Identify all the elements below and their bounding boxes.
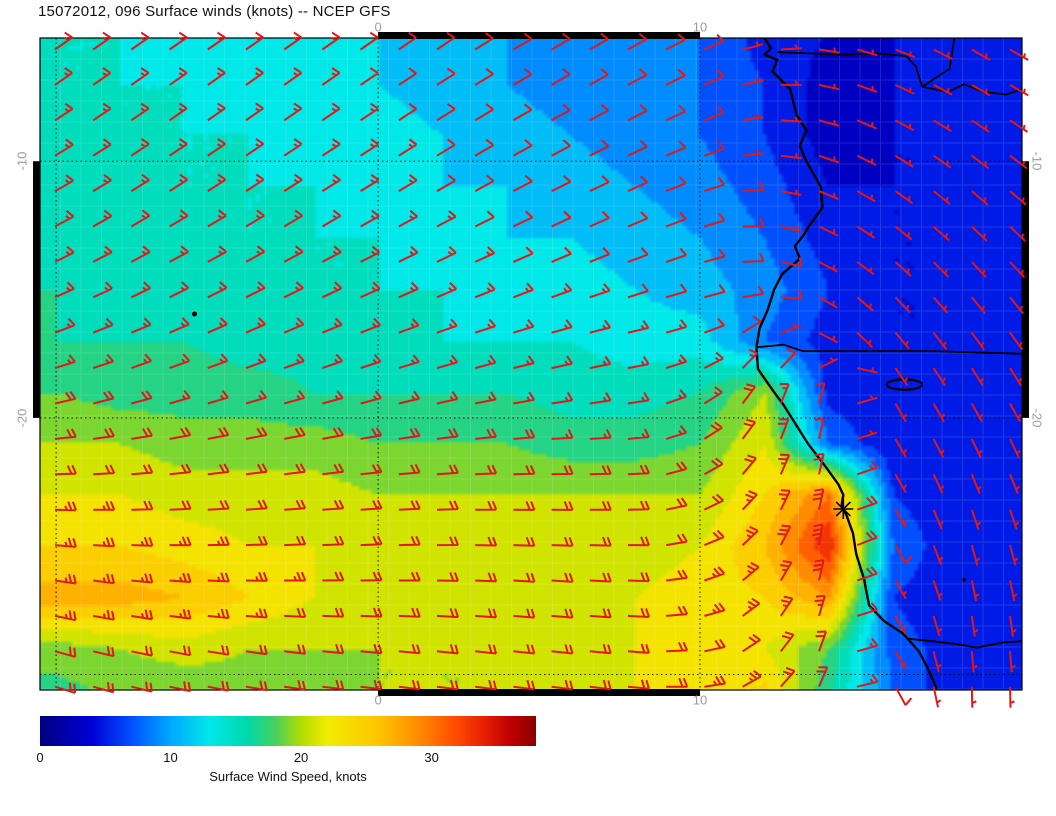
colorbar-tick-label: 30 bbox=[424, 750, 439, 765]
y-tick-label-left: -10 bbox=[14, 151, 30, 171]
page-title: 15072012, 096 Surface winds (knots) -- N… bbox=[38, 3, 391, 20]
colorbar-tick-label: 10 bbox=[163, 750, 178, 765]
x-tick-label-top: 0 bbox=[374, 19, 382, 35]
colorbar-gradient bbox=[40, 716, 536, 746]
frame-bar-right bbox=[1022, 161, 1029, 418]
x-tick-label-bottom: 10 bbox=[692, 692, 708, 708]
frame-bar-left bbox=[33, 161, 40, 418]
colorbar-tick-label: 0 bbox=[36, 750, 44, 765]
wind-speed-field-canvas bbox=[40, 38, 1022, 690]
y-tick-label-right: -10 bbox=[1029, 151, 1045, 171]
x-tick-label-bottom: 0 bbox=[374, 692, 382, 708]
frame-bar-bottom bbox=[378, 689, 701, 696]
colorbar-caption: Surface Wind Speed, knots bbox=[209, 769, 367, 784]
y-tick-label-left: -20 bbox=[14, 408, 30, 428]
colorbar-tick-label: 20 bbox=[293, 750, 309, 765]
x-tick-label-top: 10 bbox=[692, 19, 708, 35]
y-tick-label-right: -20 bbox=[1029, 408, 1045, 428]
